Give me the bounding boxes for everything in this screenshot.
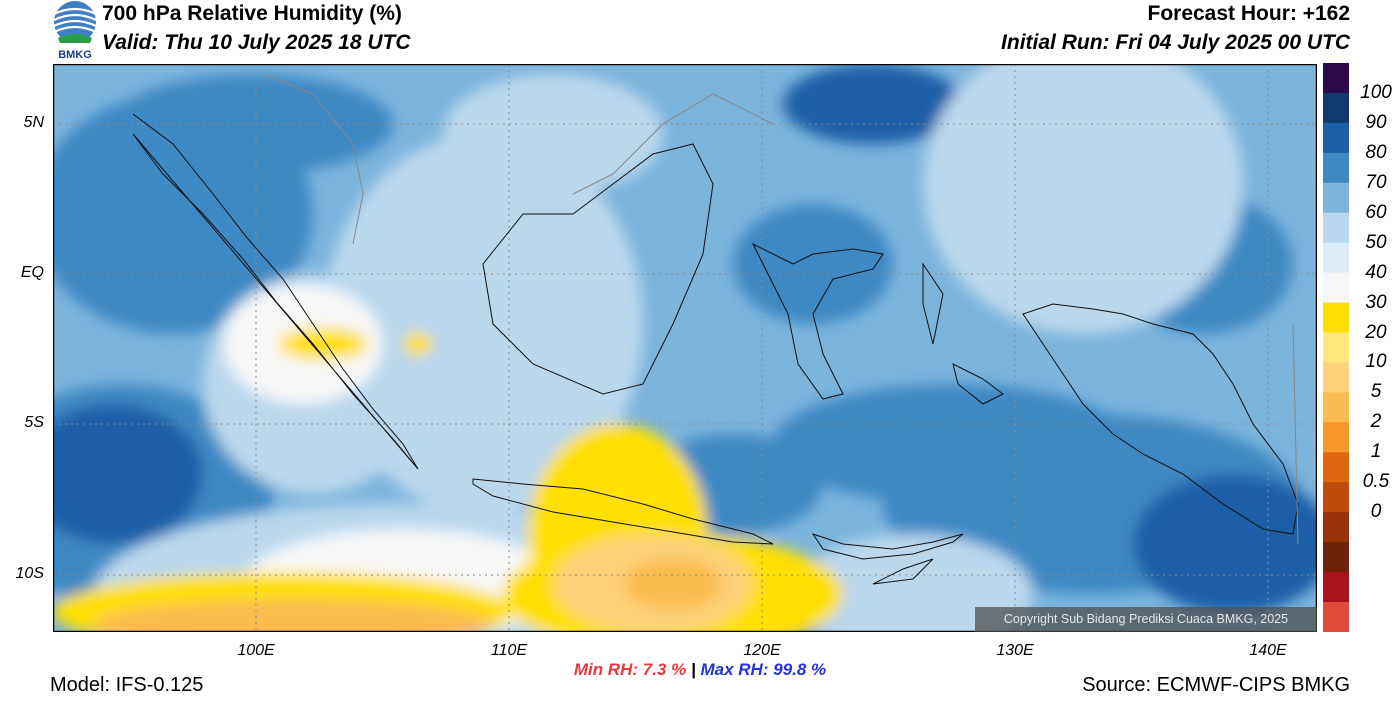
source-label: Source: ECMWF-CIPS BMKG (1082, 674, 1350, 696)
colorbar-swatch-18 (1323, 602, 1349, 632)
colorbar-label-2: 80 (1365, 141, 1387, 163)
colorbar-swatch-8 (1323, 302, 1349, 334)
model-label: Model: IFS-0.125 (50, 674, 204, 696)
min-rh-label: Min RH: (573, 660, 639, 679)
colorbar-swatch-13 (1323, 452, 1349, 483)
colorbar-label-8: 20 (1365, 321, 1387, 343)
x-tick-130e: 130E (996, 642, 1034, 659)
x-tick-110e: 110E (490, 642, 528, 659)
coastlines (132, 113, 1299, 585)
y-tick-eq: EQ (20, 264, 44, 281)
max-rh-value: 99.8 % (773, 660, 827, 679)
colorbar-swatch-0 (1323, 63, 1349, 94)
colorbar-label-6: 40 (1365, 261, 1387, 283)
colorbar-label-1: 90 (1365, 111, 1387, 133)
colorbar-swatch-1 (1323, 92, 1349, 124)
colorbar-label-0: 100 (1360, 81, 1392, 103)
colorbar (1323, 63, 1349, 632)
y-tick-5s: 5S (24, 414, 44, 431)
colorbar-label-4: 60 (1365, 201, 1387, 223)
x-tick-100e: 100E (237, 642, 275, 659)
colorbar-swatch-6 (1323, 242, 1349, 274)
colorbar-label-7: 30 (1365, 291, 1387, 313)
colorbar-swatch-5 (1323, 212, 1349, 244)
rh-stats: Min RH: 7.3 % | Max RH: 99.8 % (0, 660, 1400, 680)
copyright-notice: Copyright Sub Bidang Prediksi Cuaca BMKG… (975, 607, 1317, 632)
colorbar-label-5: 50 (1365, 231, 1387, 253)
colorbar-swatch-16 (1323, 542, 1349, 573)
colorbar-swatch-12 (1323, 422, 1349, 453)
colorbar-swatch-15 (1323, 512, 1349, 543)
colorbar-swatch-11 (1323, 392, 1349, 423)
colorbar-swatch-3 (1323, 152, 1349, 184)
colorbar-swatch-10 (1323, 362, 1349, 393)
forecast-hour: Forecast Hour: +162 (1147, 2, 1351, 25)
y-tick-5n: 5N (23, 114, 44, 131)
min-rh-value: 7.3 % (642, 660, 687, 679)
bmkg-logo: BMKG (53, 1, 97, 61)
colorbar-label-3: 70 (1365, 171, 1387, 193)
colorbar-label-10: 5 (1370, 381, 1382, 403)
borders (262, 73, 1299, 545)
colorbar-label-9: 10 (1365, 351, 1387, 373)
colorbar-label-14: 0 (1370, 501, 1382, 523)
humidity-map (53, 64, 1317, 632)
rh-fields (53, 64, 1317, 632)
initial-run: Initial Run: Fri 04 July 2025 00 UTC (1001, 31, 1350, 54)
map-title: 700 hPa Relative Humidity (%) (102, 2, 402, 25)
colorbar-swatch-9 (1323, 332, 1349, 363)
stats-separator: | (690, 660, 696, 679)
valid-time: Valid: Thu 10 July 2025 18 UTC (102, 31, 411, 54)
map-gridlines (53, 64, 1317, 632)
colorbar-swatch-14 (1323, 482, 1349, 513)
colorbar-label-11: 2 (1370, 411, 1382, 433)
colorbar-label-13: 0.5 (1362, 471, 1390, 493)
max-rh-label: Max RH: (700, 660, 769, 679)
y-tick-10s: 10S (15, 565, 44, 582)
x-tick-120e: 120E (743, 642, 781, 659)
x-tick-140e: 140E (1249, 642, 1287, 659)
colorbar-swatch-17 (1323, 572, 1349, 603)
colorbar-swatch-4 (1323, 182, 1349, 214)
colorbar-swatch-7 (1323, 272, 1349, 304)
colorbar-label-12: 1 (1370, 441, 1382, 463)
colorbar-swatch-2 (1323, 122, 1349, 154)
logo-text: BMKG (58, 49, 92, 61)
